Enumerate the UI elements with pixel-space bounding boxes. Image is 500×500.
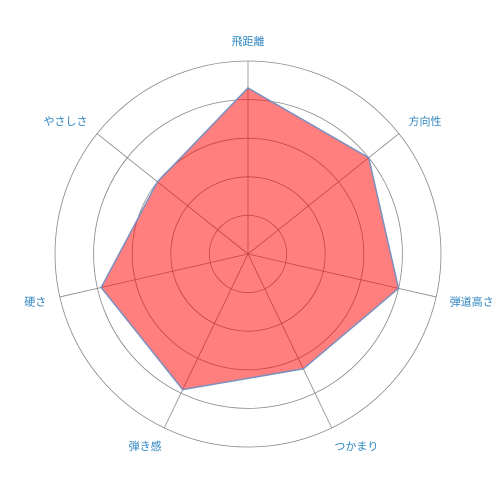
data-point-4 [181, 388, 184, 391]
axis-label-2: 弾道高さ [450, 294, 494, 308]
data-point-6 [156, 180, 159, 183]
data-point-3 [302, 367, 305, 370]
axis-label-0: 飛距離 [232, 34, 265, 48]
axis-label-3: つかまり [334, 440, 378, 453]
data-point-0 [247, 87, 249, 90]
data-point-2 [397, 287, 400, 290]
data-point-5 [100, 286, 103, 289]
axis-label-5: 硬さ [24, 295, 46, 308]
series-polygon [100, 87, 400, 391]
data-point-1 [367, 156, 370, 159]
axis-label-4: 弾き感 [129, 440, 162, 453]
series-layer [100, 87, 400, 391]
axis-label-1: 方向性 [409, 114, 442, 128]
axis-label-6: やさしさ [44, 115, 88, 128]
